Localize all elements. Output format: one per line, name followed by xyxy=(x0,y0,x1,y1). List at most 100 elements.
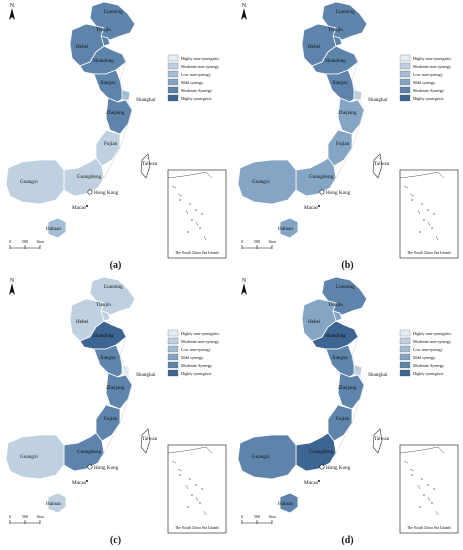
legend-swatch xyxy=(167,78,179,86)
macao-marker-icon xyxy=(318,205,320,207)
province-hainan xyxy=(279,492,299,514)
place-label-hongkong: Hong Kong xyxy=(326,465,351,471)
north-arrow-icon xyxy=(9,8,15,20)
province-fujian xyxy=(95,129,121,167)
coastline xyxy=(103,53,133,179)
place-label-shandong: Shandong xyxy=(93,58,114,64)
legend-swatch xyxy=(399,86,411,94)
place-label-shandong: Shandong xyxy=(325,58,346,64)
inset-caption: The South China Sea Islands xyxy=(175,526,219,530)
place-label-tianjin: Tianjin xyxy=(328,27,343,33)
hong-kong-marker-icon xyxy=(87,464,93,470)
place-label-hainan: Hainan xyxy=(46,501,61,507)
legend-swatch xyxy=(167,54,179,62)
province-guangxi xyxy=(5,434,65,480)
place-label-shandong: Shandong xyxy=(325,333,346,339)
place-label-guangxi: Guangxi xyxy=(252,454,270,460)
legend-swatch xyxy=(399,329,411,337)
place-label-taiwan: Taiwan xyxy=(142,436,158,442)
legend-swatch xyxy=(399,94,411,102)
province-tianjin xyxy=(100,35,111,47)
place-label-jiangsu: Jiangsu xyxy=(332,355,348,361)
province-shanghai xyxy=(121,89,131,101)
legend: Highly non-synergistic Moderate non-syner… xyxy=(167,329,220,377)
province-hainan xyxy=(279,217,299,239)
legend-label: Mild synergy xyxy=(181,355,204,360)
legend-swatch xyxy=(167,70,179,78)
place-label-guangxi: Guangxi xyxy=(252,179,270,185)
scale-tick-label: 1km xyxy=(268,514,276,519)
place-label-taiwan: Taiwan xyxy=(374,161,390,167)
legend-label: Highly synergistic xyxy=(181,371,212,376)
legend-label: Mild synergy xyxy=(413,355,436,360)
coastline xyxy=(335,53,365,179)
province-zhejiang xyxy=(337,97,365,135)
place-label-guangdong: Guangdong xyxy=(309,174,334,180)
legend-label: Moderate non-synergy xyxy=(413,339,452,344)
legend-label: Low non-synergy xyxy=(413,72,443,77)
province-jiangsu xyxy=(93,344,127,378)
province-guangxi xyxy=(237,159,297,205)
legend-swatch xyxy=(167,353,179,361)
scale-tick-label: 500 xyxy=(254,239,260,244)
province-jiangsu xyxy=(325,69,359,103)
macao-marker-icon xyxy=(86,480,88,482)
north-label: N xyxy=(10,278,15,284)
panel-label: (c) xyxy=(109,535,122,546)
scale-bar: 0 500 1km xyxy=(241,514,276,524)
north-arrow-icon xyxy=(241,283,247,295)
place-label-macao: Macao xyxy=(72,480,87,486)
place-label-shanghai: Shanghai xyxy=(368,372,388,378)
taiwan-outline xyxy=(140,428,151,454)
map-panel: N Liaoning Tianjin Hebei Shandong Jiangsu Shan… xyxy=(0,0,231,275)
legend-swatch xyxy=(399,78,411,86)
place-label-shandong: Shandong xyxy=(93,333,114,339)
south-china-sea-inset: The South China Sea Islands xyxy=(167,169,227,259)
scale-bar: 0 500 1km xyxy=(9,239,44,249)
legend-label: Mild synergy xyxy=(181,80,204,85)
province-jiangsu xyxy=(93,69,127,103)
legend-label: Low non-synergy xyxy=(181,347,211,352)
legend-label: Moderate non-synergy xyxy=(181,339,220,344)
legend-swatch xyxy=(167,329,179,337)
place-label-guangxi: Guangxi xyxy=(20,454,38,460)
legend-label: Moderate Synergy xyxy=(413,363,445,368)
province-fujian xyxy=(327,404,353,442)
south-china-sea-inset: The South China Sea Islands xyxy=(167,444,227,534)
legend-swatch xyxy=(167,361,179,369)
map-svg: N Liaoning Tianjin Hebei Shandong Jiangsu Shan… xyxy=(5,1,227,259)
legend-swatch xyxy=(167,345,179,353)
legend-label: Highly non-synergistic xyxy=(181,331,220,336)
place-label-guangdong: Guangdong xyxy=(77,174,102,180)
legend-label: Highly synergistic xyxy=(181,96,212,101)
legend-swatch xyxy=(399,361,411,369)
province-fujian xyxy=(95,404,121,442)
taiwan-outline xyxy=(140,153,151,179)
place-label-taiwan: Taiwan xyxy=(142,161,158,167)
scale-tick-label: 0 xyxy=(9,239,11,244)
place-label-fujian: Fujian xyxy=(336,141,350,147)
place-label-fujian: Fujian xyxy=(336,416,350,422)
place-label-tianjin: Tianjin xyxy=(328,302,343,308)
legend-label: Low non-synergy xyxy=(181,72,211,77)
panel-label: (b) xyxy=(341,260,354,271)
taiwan-outline xyxy=(372,153,383,179)
place-label-liaoning: Liaoning xyxy=(336,284,355,290)
scale-tick-label: 1km xyxy=(268,239,276,244)
north-label: N xyxy=(242,3,247,9)
province-guangxi xyxy=(5,159,65,205)
hong-kong-marker-icon xyxy=(319,464,325,470)
place-label-jiangsu: Jiangsu xyxy=(100,355,116,361)
place-label-jiangsu: Jiangsu xyxy=(100,80,116,86)
legend-swatch xyxy=(399,62,411,70)
legend-swatch xyxy=(167,337,179,345)
scale-tick-label: 500 xyxy=(22,239,28,244)
legend-label: Highly synergistic xyxy=(413,96,444,101)
taiwan-outline xyxy=(372,428,383,454)
scale-bar: 0 500 1km xyxy=(9,514,44,524)
province-shanghai xyxy=(353,364,363,376)
place-label-taiwan: Taiwan xyxy=(374,436,390,442)
legend-label: Moderate non-synergy xyxy=(413,64,452,69)
inset-caption: The South China Sea Islands xyxy=(175,251,219,255)
place-label-hebei: Hebei xyxy=(308,44,321,50)
